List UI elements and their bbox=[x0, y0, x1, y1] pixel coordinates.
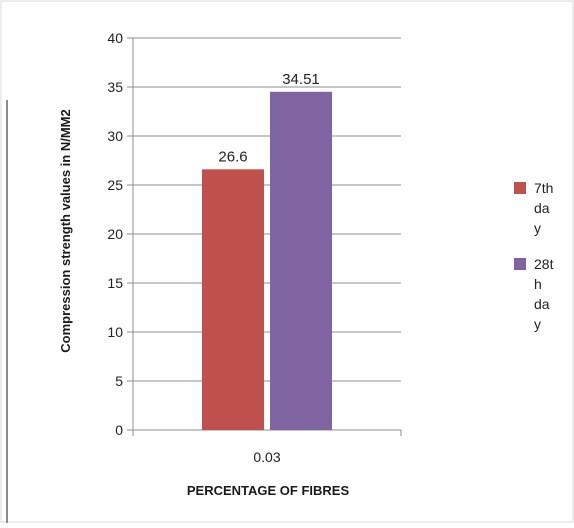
legend: 7th da y 28t h da y bbox=[514, 180, 554, 332]
y-tick-label-15: 15 bbox=[107, 275, 123, 291]
y-tick-label-0: 0 bbox=[115, 422, 123, 438]
y-tick-label-35: 35 bbox=[107, 79, 123, 95]
x-tick-labels: 0.03 bbox=[253, 449, 280, 465]
data-labels: 26.6 34.51 bbox=[218, 71, 319, 166]
bar-series-0-cat-0 bbox=[202, 169, 264, 430]
legend-label-0: 7th da y bbox=[534, 180, 553, 236]
y-axis-title: Compression strength values in N/MM2 bbox=[58, 109, 73, 352]
bar-series-1-cat-0 bbox=[270, 91, 332, 430]
axes bbox=[132, 38, 402, 436]
x-axis-title: PERCENTAGE OF FIBRES bbox=[187, 483, 350, 498]
legend-swatch-0 bbox=[514, 182, 526, 194]
data-label-series-0-cat-0: 26.6 bbox=[218, 148, 247, 165]
legend-swatch-1 bbox=[514, 258, 526, 270]
y-tick-label-30: 30 bbox=[107, 128, 123, 144]
y-tick-label-5: 5 bbox=[115, 373, 123, 389]
data-label-series-1-cat-0: 34.51 bbox=[282, 71, 320, 88]
y-tick-label-10: 10 bbox=[107, 324, 123, 340]
y-tick-labels: 0 5 10 15 20 25 30 35 40 bbox=[107, 30, 123, 438]
gridlines bbox=[127, 37, 401, 431]
y-tick-label-20: 20 bbox=[107, 226, 123, 242]
bars bbox=[202, 91, 332, 430]
y-tick-label-40: 40 bbox=[107, 30, 123, 46]
x-tick-label-0: 0.03 bbox=[253, 449, 280, 465]
y-tick-label-25: 25 bbox=[107, 177, 123, 193]
legend-label-1: 28t h da y bbox=[534, 256, 554, 332]
